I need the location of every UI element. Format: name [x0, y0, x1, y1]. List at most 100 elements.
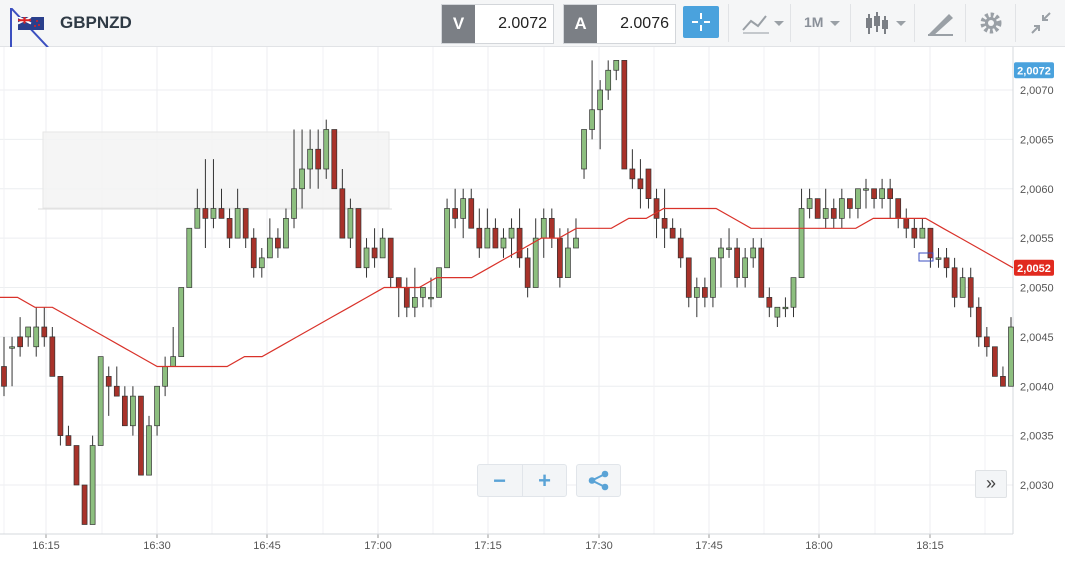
crosshair-icon	[692, 13, 710, 31]
y-tick-label: 2,0040	[1020, 381, 1054, 393]
candle-body	[291, 188, 297, 219]
uk-nz-flag-icon	[18, 17, 44, 30]
candle-body	[57, 376, 64, 436]
candle-body	[162, 366, 168, 387]
zoom-in-icon[interactable]: +	[522, 465, 566, 496]
candle-body	[105, 376, 112, 387]
candle-body	[347, 208, 354, 239]
zoom-controls: − +	[477, 464, 567, 497]
moving-average-line	[0, 207, 1014, 368]
candle-body	[927, 227, 934, 259]
crosshair-button[interactable]	[683, 6, 719, 38]
candle-body	[323, 129, 330, 170]
candle-body	[266, 237, 273, 259]
candle-body	[412, 297, 418, 308]
candle-body	[822, 208, 829, 219]
chevron-down-icon	[774, 21, 784, 26]
candle-body	[339, 188, 346, 239]
candle-body	[992, 346, 998, 377]
candle-body	[959, 277, 966, 298]
sell-quote-button[interactable]: V 2.0072	[441, 4, 554, 44]
candle-body	[983, 336, 990, 348]
candle-body	[420, 287, 426, 298]
candle-body	[452, 208, 458, 219]
chart-type-button[interactable]	[728, 4, 791, 42]
candle-body	[653, 198, 660, 219]
draw-button[interactable]	[914, 4, 966, 42]
candle-body	[637, 178, 644, 190]
y-tick-label: 2,0050	[1020, 283, 1054, 295]
candle-body	[911, 227, 918, 239]
candle-body	[774, 306, 781, 318]
candle-body	[97, 356, 104, 446]
candle-body	[371, 247, 378, 259]
candle-body	[742, 257, 749, 278]
candle-body	[895, 198, 902, 219]
draw-icon	[928, 14, 953, 36]
candle-body	[621, 60, 628, 170]
collapse-button[interactable]	[1015, 4, 1065, 42]
candle-body	[661, 218, 668, 229]
candle-body	[573, 237, 579, 249]
candle-body	[379, 237, 386, 259]
x-tick-label: 17:00	[364, 540, 392, 552]
x-tick-label: 18:00	[805, 540, 833, 552]
settings-button[interactable]	[965, 4, 1016, 42]
candle-body	[331, 129, 338, 190]
candle-body	[685, 257, 692, 298]
candle-body	[17, 336, 23, 348]
x-tick-label: 16:45	[253, 540, 281, 552]
candle-body	[275, 237, 281, 249]
candle-body	[516, 227, 523, 259]
candle-body	[395, 277, 402, 288]
candle-body	[178, 287, 185, 357]
candle-body	[428, 297, 434, 300]
candles-icon	[866, 12, 888, 34]
expand-right-icon[interactable]: »	[975, 470, 1007, 498]
candle-body	[935, 257, 942, 260]
candle-body	[49, 336, 56, 377]
candle-body	[41, 326, 48, 338]
last-price-badge: 2,0072	[1017, 65, 1051, 77]
candle-body	[863, 188, 869, 191]
candle-body	[9, 346, 15, 349]
share-icon	[588, 470, 609, 491]
share-button[interactable]	[576, 464, 621, 497]
candle-body	[540, 218, 547, 239]
candles-button[interactable]	[850, 4, 915, 42]
candle-body	[943, 257, 950, 269]
gear-icon	[980, 12, 1002, 34]
candle-body	[605, 69, 612, 91]
candle-body	[532, 237, 539, 288]
timeframe-label: 1M	[804, 14, 824, 30]
candle-body	[500, 237, 507, 249]
buy-quote-button[interactable]: A 2.0076	[563, 4, 676, 44]
candle-body	[830, 208, 837, 219]
candle-body	[307, 148, 313, 170]
candle-body	[436, 267, 442, 298]
candle-body	[798, 208, 805, 278]
candle-body	[677, 237, 684, 259]
hover-tooltip-box	[42, 131, 390, 209]
candle-body	[919, 227, 926, 239]
candle-body	[790, 277, 797, 308]
candle-body	[226, 218, 233, 239]
candle-body	[589, 109, 595, 130]
sell-tag: V	[442, 5, 475, 43]
toolbar: GBPNZD V 2.0072 A 2.0076 1M	[0, 0, 1065, 57]
zoom-out-icon[interactable]: −	[493, 468, 506, 493]
timeframe-button[interactable]	[790, 4, 851, 42]
candle-body	[73, 445, 80, 486]
candle-body	[403, 287, 410, 308]
last-price-badge-bg	[1014, 62, 1054, 79]
sell-price: 2.0072	[498, 15, 547, 32]
candle-body	[613, 60, 620, 71]
buy-price: 2.0076	[620, 15, 669, 32]
x-tick-label: 17:15	[474, 540, 502, 552]
candle-body	[702, 287, 708, 298]
candle-body	[855, 188, 861, 209]
symbol-title: GBPNZD	[60, 13, 132, 32]
candle-body	[250, 237, 257, 269]
ma-value-badge: 2,0052	[1017, 263, 1051, 275]
candle-body	[597, 89, 603, 111]
